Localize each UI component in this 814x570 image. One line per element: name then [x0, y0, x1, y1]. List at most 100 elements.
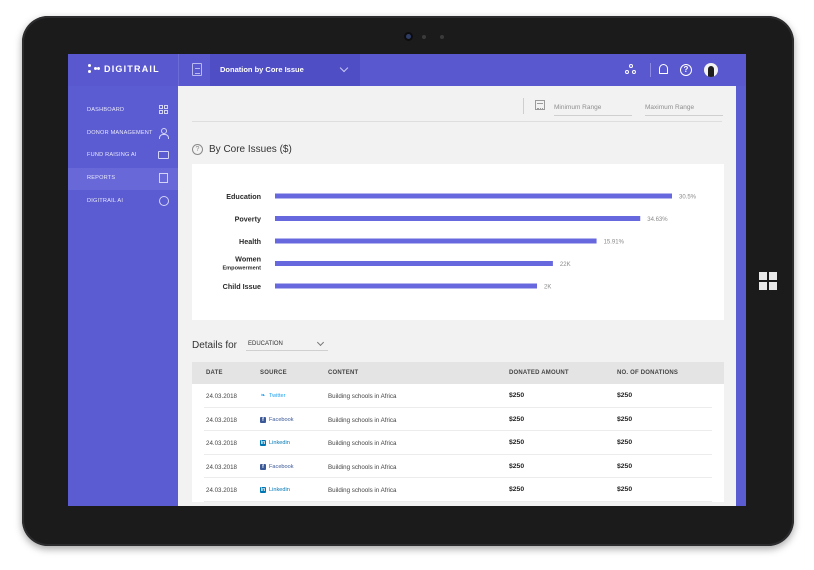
column-header-date[interactable]: DATE	[206, 370, 223, 376]
user-icon	[159, 128, 169, 139]
cell-donated-amount: $250	[509, 462, 525, 470]
table-body: 24.03.2018 ❧ Twitter Building schools in Af…	[192, 384, 724, 502]
cell-source[interactable]: f Facebook	[260, 416, 294, 423]
source-name: Linkedin	[269, 487, 290, 493]
chart-category-label: Child Issue	[223, 282, 261, 291]
minimum-range-input[interactable]	[554, 100, 632, 116]
cell-donated-amount: $250	[509, 415, 525, 423]
sidebar-item-reports[interactable]: REPORTS	[68, 168, 178, 190]
digitrail-logo-icon	[88, 64, 100, 74]
column-header-no-of-donations[interactable]: NO. OF DONATIONS	[617, 370, 679, 376]
sidebar-item-label: FUND RAISING AI	[87, 152, 137, 158]
donations-table: DATE SOURCE CONTENT DONATED AMOUNT NO. O…	[192, 362, 724, 502]
column-header-source[interactable]: SOURCE	[260, 370, 287, 376]
main-content: ? By Core Issues ($) Education 30.5% Pover…	[178, 86, 736, 506]
facebook-icon: f	[260, 463, 266, 470]
cell-no-of-donations: $250	[617, 392, 633, 399]
cell-source[interactable]: in Linkedin	[260, 440, 290, 446]
section-heading: ? By Core Issues ($)	[192, 144, 292, 155]
divider	[178, 54, 179, 86]
chart-data-label: 34.63%	[647, 217, 668, 223]
chart-category-label: Education	[226, 192, 261, 201]
report-icon	[159, 173, 168, 183]
globe-icon	[159, 196, 169, 206]
cell-no-of-donations: $250	[617, 415, 633, 423]
table-row[interactable]: 24.03.2018 f Facebook Building schools in A…	[192, 407, 724, 431]
cell-source[interactable]: ❧ Twitter	[260, 393, 285, 399]
sidebar-item-digitrail-ai[interactable]: DIGITRAIL AI	[68, 191, 178, 213]
network-icon[interactable]	[625, 64, 637, 76]
sidebar-item-donor-management[interactable]: DONOR MANAGEMENT	[68, 123, 178, 145]
chevron-down-icon	[339, 63, 349, 73]
cell-source[interactable]: f Facebook	[260, 463, 294, 470]
divider	[523, 98, 524, 114]
cell-date: 24.03.2018	[206, 463, 237, 471]
calendar-icon[interactable]	[535, 100, 545, 110]
sidebar-item-label: DONOR MANAGEMENT	[87, 130, 153, 136]
column-header-content[interactable]: CONTENT	[328, 370, 359, 376]
sensor-dot	[440, 35, 444, 39]
section-title: By Core Issues ($)	[209, 144, 292, 155]
column-header-donated-amount[interactable]: DONATED AMOUNT	[509, 370, 569, 376]
sidebar: DASHBOARD DONOR MANAGEMENT FUND RAISING …	[68, 86, 178, 506]
linkedin-icon: in	[260, 487, 266, 493]
sidebar-item-label: DASHBOARD	[87, 107, 125, 113]
chart-bar[interactable]	[275, 193, 672, 199]
table-row[interactable]: 24.03.2018 in Linkedin Building schools in …	[192, 431, 724, 455]
sidebar-item-fund-raising-ai[interactable]: FUND RAISING AI	[68, 145, 178, 167]
chart-data-label: 2K	[544, 285, 551, 291]
core-issues-bar-chart: Education 30.5% Poverty 34.63% Health 15.91% W…	[222, 192, 696, 291]
sensor-dot	[422, 35, 426, 39]
cell-no-of-donations: $250	[617, 462, 633, 470]
sidebar-item-dashboard[interactable]: DASHBOARD	[68, 100, 178, 122]
cell-donated-amount: $250	[509, 392, 525, 399]
chart-bar[interactable]	[275, 216, 641, 221]
camera-icon	[404, 32, 413, 41]
cell-date: 24.03.2018	[206, 393, 237, 400]
cell-content: Building schools in Africa	[328, 440, 397, 447]
chart-category-label: Poverty	[235, 215, 261, 224]
brand-logo[interactable]: DIGITRAIL	[88, 64, 160, 74]
issue-select-value: EDUCATION	[248, 341, 283, 347]
chart-data-label: 22K	[560, 262, 571, 268]
source-name: Linkedin	[269, 440, 290, 446]
twitter-icon: ❧	[260, 393, 266, 399]
report-type-dropdown[interactable]: Donation by Core Issue	[210, 54, 360, 86]
help-icon[interactable]: ?	[192, 144, 203, 155]
table-row[interactable]: 24.03.2018 ❧ Twitter Building schools in Af…	[192, 384, 724, 408]
top-bar: DIGITRAIL Donation by Core Issue ?	[68, 54, 746, 86]
table-row[interactable]: 24.03.2018 f Facebook Building schools in A…	[192, 454, 724, 478]
help-icon[interactable]: ?	[680, 64, 692, 76]
source-name: Twitter	[269, 393, 286, 399]
table-row[interactable]: 24.03.2018 in Linkedin Building schools in …	[192, 478, 724, 502]
details-label: Details for	[192, 340, 238, 351]
app-screen: DIGITRAIL Donation by Core Issue ? DASHB…	[68, 54, 746, 506]
chart-bar[interactable]	[275, 283, 538, 289]
cell-content: Building schools in Africa	[328, 416, 397, 424]
table-header: DATE SOURCE CONTENT DONATED AMOUNT NO. O…	[192, 362, 724, 384]
source-name: Facebook	[269, 463, 294, 470]
document-icon[interactable]	[192, 63, 202, 76]
sidebar-item-label: REPORTS	[87, 175, 116, 181]
avatar[interactable]	[704, 63, 718, 77]
chart-category-label: Women Empowerment	[222, 255, 261, 272]
maximum-range-input[interactable]	[645, 100, 723, 116]
cell-donated-amount: $250	[509, 486, 525, 493]
core-issues-chart-card: Education 30.5% Poverty 34.63% Health 15.91% W…	[192, 164, 724, 320]
chart-bar[interactable]	[275, 238, 597, 244]
cell-source[interactable]: in Linkedin	[260, 487, 290, 493]
cell-no-of-donations: $250	[617, 486, 633, 493]
details-header: Details for EDUCATION	[192, 338, 328, 351]
bell-icon[interactable]	[659, 64, 668, 74]
linkedin-icon: in	[260, 440, 266, 446]
issue-select[interactable]: EDUCATION	[246, 338, 328, 351]
cell-no-of-donations: $250	[617, 439, 633, 446]
sidebar-item-label: DIGITRAIL AI	[87, 198, 124, 204]
windows-logo-icon[interactable]	[759, 272, 777, 290]
chart-bar[interactable]	[275, 261, 553, 266]
chart-data-label: 15.91%	[604, 240, 625, 246]
money-icon	[158, 151, 169, 159]
report-type-label: Donation by Core Issue	[220, 65, 304, 74]
cell-donated-amount: $250	[509, 439, 525, 446]
filter-bar	[192, 86, 723, 122]
